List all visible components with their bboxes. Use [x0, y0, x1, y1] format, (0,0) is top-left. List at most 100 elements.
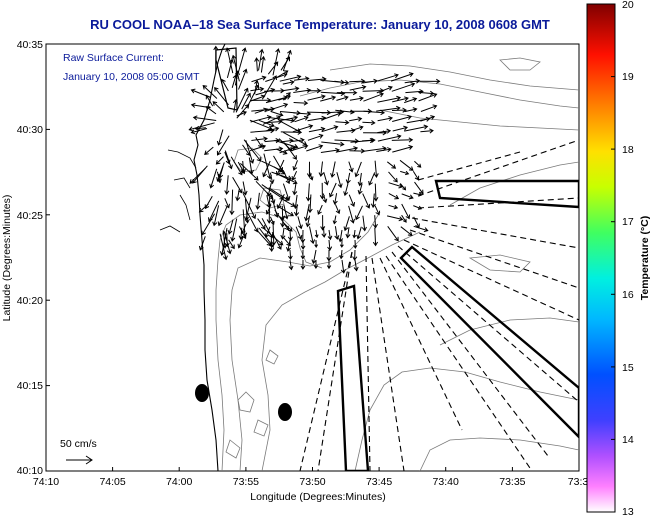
current-vector: [391, 82, 416, 92]
current-vector: [334, 226, 340, 240]
current-vector: [307, 133, 324, 141]
current-vector: [283, 171, 291, 185]
current-vector: [352, 249, 358, 261]
current-vector: [399, 183, 407, 191]
current-vector: [374, 205, 381, 216]
current-vector: [251, 75, 267, 83]
current-vector: [305, 215, 311, 228]
current-vector: [320, 111, 342, 121]
current-vector: [232, 98, 238, 113]
current-vector: [219, 233, 228, 261]
current-vector: [214, 86, 229, 106]
x-tick: 74:10: [33, 476, 59, 488]
current-vector: [340, 259, 346, 274]
current-vector: [372, 215, 378, 229]
current-vector: [404, 107, 418, 113]
current-vector: [263, 75, 277, 98]
current-vector: [270, 110, 284, 117]
current-vector: [264, 138, 281, 144]
current-vector: [327, 239, 333, 252]
current-vector: [212, 101, 225, 113]
current-vector: [372, 227, 379, 247]
current-vector: [274, 139, 299, 149]
current-vector: [267, 116, 296, 123]
colorbar-tick: 20: [622, 0, 634, 11]
current-vector: [215, 156, 224, 165]
x-tick: 73:40: [433, 476, 459, 488]
current-vector: [368, 172, 376, 186]
current-vector: [386, 215, 404, 222]
current-vector: [400, 170, 410, 176]
current-vector: [373, 160, 379, 178]
y-tick: 40:20: [17, 295, 43, 307]
current-vector: [208, 200, 220, 223]
current-vector: [288, 259, 294, 271]
y-tick: 40:10: [17, 465, 43, 477]
current-vector: [330, 161, 336, 178]
current-vector: [254, 57, 260, 72]
current-vector: [336, 146, 359, 153]
current-vector: [392, 96, 409, 103]
current-vector: [217, 206, 228, 227]
current-vector: [204, 196, 213, 210]
current-vector: [249, 119, 273, 131]
current-vector: [205, 94, 214, 107]
current-vector: [280, 56, 290, 71]
x-tick: 73:45: [366, 476, 392, 488]
x-tick: 73:3: [568, 476, 589, 488]
current-vector: [404, 97, 418, 104]
current-vector: [282, 92, 291, 101]
current-vector: [224, 198, 230, 209]
x-tick: 74:00: [166, 476, 192, 488]
current-vector: [244, 197, 252, 222]
current-vector: [348, 161, 354, 173]
current-vector: [269, 216, 275, 225]
colorbar-tick: 13: [622, 506, 634, 518]
current-vector: [391, 137, 414, 143]
current-vector: [266, 195, 272, 224]
current-vector: [258, 48, 265, 71]
current-vector: [250, 94, 266, 102]
y-axis-label: Latitude (Degrees:Minutes): [1, 195, 13, 322]
current-vector: [255, 87, 276, 96]
current-vector: [225, 47, 234, 74]
current-vector: [361, 215, 367, 232]
current-vector: [232, 176, 243, 194]
current-vector: [292, 160, 298, 171]
current-vector: [348, 194, 356, 207]
colorbar-tick: 19: [622, 71, 634, 83]
current-vector: [250, 115, 272, 123]
current-vector: [237, 236, 244, 249]
current-vector: [235, 87, 249, 113]
current-vector: [339, 239, 344, 248]
current-vector: [190, 102, 211, 109]
current-vector: [418, 92, 438, 102]
tick-marks: [46, 128, 513, 471]
current-vector: [269, 172, 275, 185]
current-vector: [392, 125, 408, 132]
current-vector: [297, 216, 303, 230]
current-vector: [349, 116, 363, 122]
current-vector: [362, 78, 379, 84]
current-vector: [323, 171, 329, 186]
scale-label: 50 cm/s: [60, 438, 97, 450]
current-vector: [250, 86, 265, 92]
y-tick: 40:15: [17, 380, 43, 392]
current-vector: [283, 204, 289, 220]
current-vector: [247, 213, 259, 233]
current-vector: [190, 128, 208, 135]
current-vector: [283, 131, 308, 146]
current-vector: [377, 128, 392, 134]
current-vector: [305, 183, 311, 202]
current-vector: [357, 183, 363, 195]
current-vector: [336, 95, 349, 101]
current-vector: [228, 239, 235, 250]
current-vector: [404, 124, 429, 132]
current-vector: [212, 205, 220, 227]
current-vector: [189, 167, 206, 184]
station-marker: [278, 403, 292, 421]
current-vector: [264, 226, 271, 238]
current-vector: [317, 204, 323, 215]
current-vector: [307, 94, 326, 101]
current-vector: [404, 78, 421, 84]
